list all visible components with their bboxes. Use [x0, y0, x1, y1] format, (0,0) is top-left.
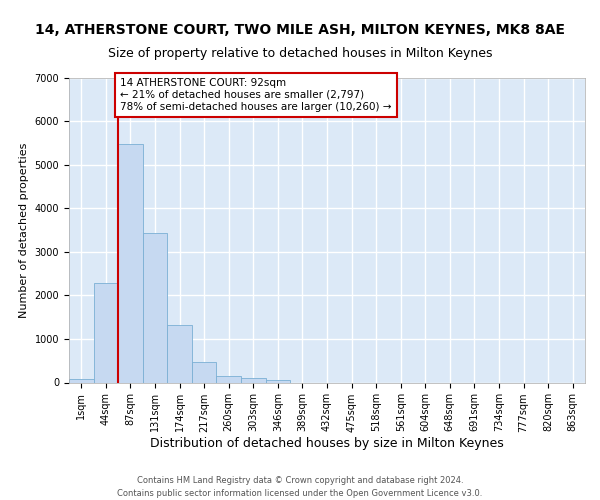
- Text: 14 ATHERSTONE COURT: 92sqm
← 21% of detached houses are smaller (2,797)
78% of s: 14 ATHERSTONE COURT: 92sqm ← 21% of deta…: [120, 78, 392, 112]
- Bar: [217, 376, 241, 382]
- Text: Contains HM Land Registry data © Crown copyright and database right 2024.
Contai: Contains HM Land Registry data © Crown c…: [118, 476, 482, 498]
- Bar: [69, 379, 94, 382]
- X-axis label: Distribution of detached houses by size in Milton Keynes: Distribution of detached houses by size …: [150, 438, 504, 450]
- Text: 14, ATHERSTONE COURT, TWO MILE ASH, MILTON KEYNES, MK8 8AE: 14, ATHERSTONE COURT, TWO MILE ASH, MILT…: [35, 22, 565, 36]
- Bar: [241, 378, 266, 382]
- Y-axis label: Number of detached properties: Number of detached properties: [19, 142, 29, 318]
- Bar: [167, 326, 192, 382]
- Bar: [143, 233, 167, 382]
- Text: Size of property relative to detached houses in Milton Keynes: Size of property relative to detached ho…: [108, 48, 492, 60]
- Bar: [266, 380, 290, 382]
- Bar: [118, 144, 143, 382]
- Bar: [94, 283, 118, 382]
- Bar: [192, 362, 217, 382]
